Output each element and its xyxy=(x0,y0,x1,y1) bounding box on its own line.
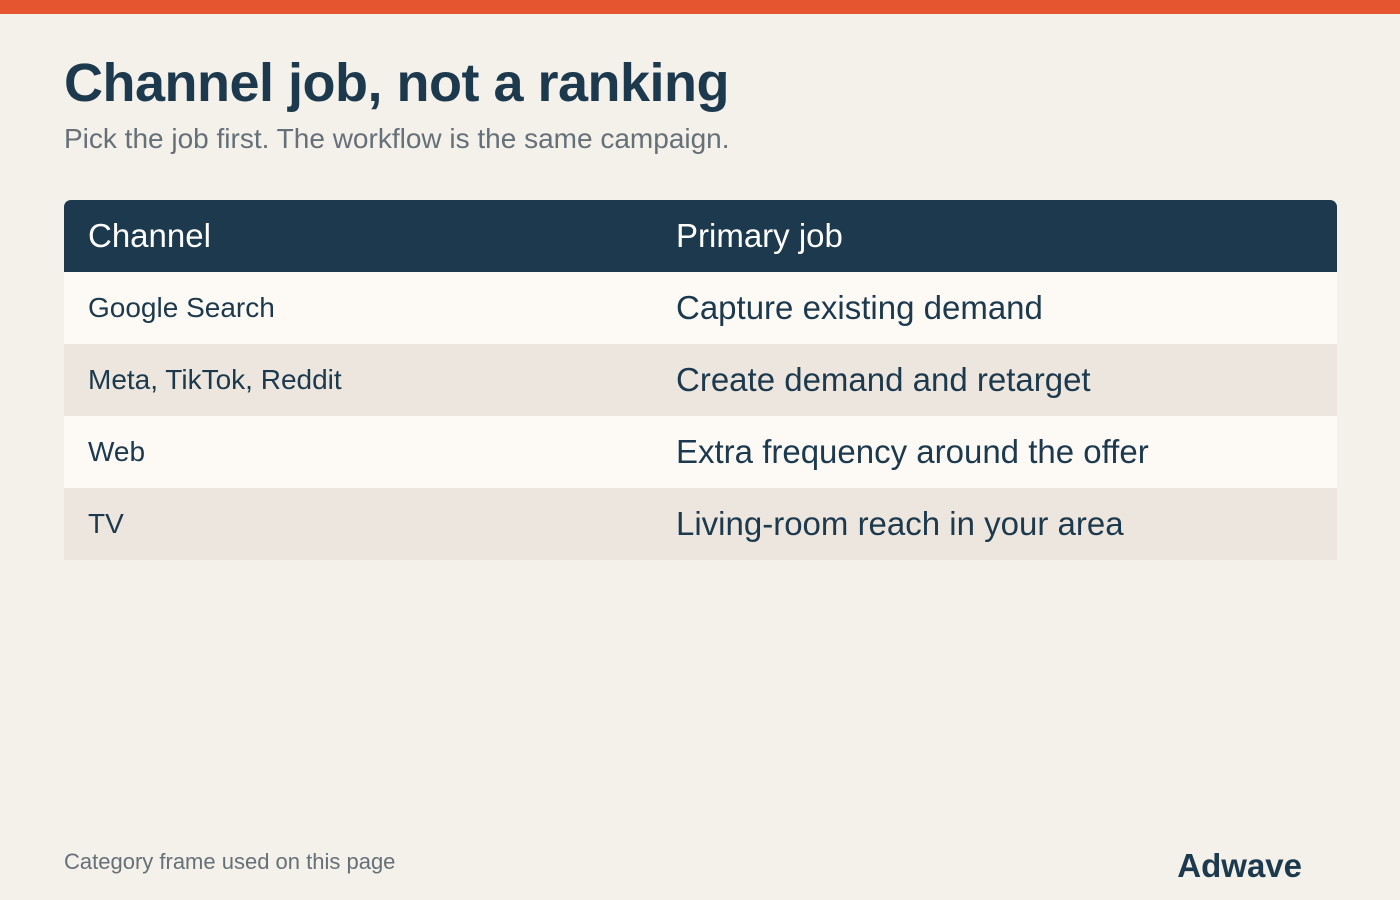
channel-cell: Web xyxy=(88,436,146,467)
channel-cell: Google Search xyxy=(88,292,275,323)
footer-note: Category frame used on this page xyxy=(64,849,396,874)
table-row: Google Search Capture existing demand xyxy=(64,272,1337,344)
channel-cell: TV xyxy=(88,508,124,539)
column-header-channel: Channel xyxy=(88,217,211,254)
job-cell: Create demand and retarget xyxy=(676,361,1091,398)
page-subtitle: Pick the job first. The workflow is the … xyxy=(64,123,730,154)
table-row: TV Living-room reach in your area xyxy=(64,488,1337,560)
table-body: Google Search Capture existing demand Me… xyxy=(64,272,1337,560)
job-cell: Living-room reach in your area xyxy=(676,505,1124,542)
column-header-primary-job: Primary job xyxy=(676,217,843,254)
brand-logo: Adwave xyxy=(1177,847,1302,884)
page-title: Channel job, not a ranking xyxy=(64,53,730,113)
accent-bar xyxy=(0,0,1400,14)
job-cell: Capture existing demand xyxy=(676,289,1043,326)
table-row: Meta, TikTok, Reddit Create demand and r… xyxy=(64,344,1337,416)
table-row: Web Extra frequency around the offer xyxy=(64,416,1337,488)
channel-cell: Meta, TikTok, Reddit xyxy=(88,364,342,395)
channel-table: Channel Primary job Google Search Captur… xyxy=(64,200,1337,560)
table-header: Channel Primary job xyxy=(64,200,1337,272)
job-cell: Extra frequency around the offer xyxy=(676,433,1149,470)
